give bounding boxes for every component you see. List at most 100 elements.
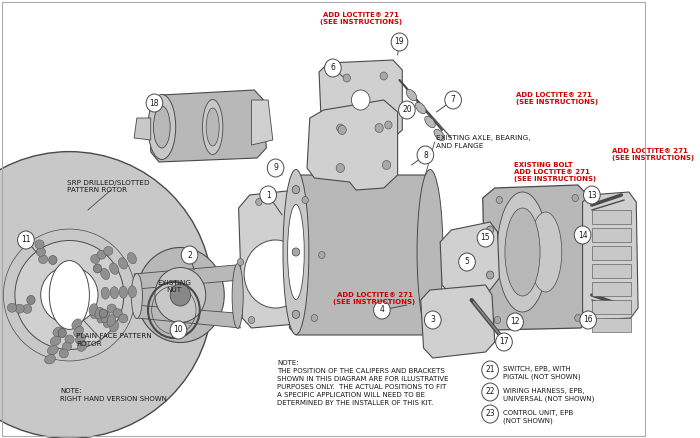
Text: 19: 19	[395, 38, 405, 46]
Ellipse shape	[89, 304, 98, 315]
Text: 15: 15	[481, 233, 490, 243]
Polygon shape	[134, 265, 240, 289]
Circle shape	[391, 33, 408, 51]
Ellipse shape	[0, 152, 213, 438]
Text: 21: 21	[485, 365, 495, 374]
Text: PLAIN FACE PATTERN
ROTOR: PLAIN FACE PATTERN ROTOR	[76, 333, 152, 346]
Circle shape	[482, 361, 498, 379]
Ellipse shape	[292, 186, 300, 194]
Polygon shape	[307, 100, 398, 190]
Ellipse shape	[302, 197, 309, 204]
Polygon shape	[483, 185, 590, 330]
Ellipse shape	[113, 309, 122, 318]
Circle shape	[325, 59, 341, 77]
Ellipse shape	[318, 251, 325, 258]
Ellipse shape	[202, 99, 223, 155]
Ellipse shape	[50, 336, 61, 346]
Ellipse shape	[529, 212, 562, 292]
Text: 2: 2	[187, 251, 192, 259]
Ellipse shape	[382, 160, 391, 170]
Ellipse shape	[65, 335, 74, 344]
Text: ADD LOCTITE® 271
(SEE INSTRUCTIONS): ADD LOCTITE® 271 (SEE INSTRUCTIONS)	[612, 148, 694, 161]
Circle shape	[507, 313, 524, 331]
Circle shape	[584, 186, 600, 204]
Bar	[592, 210, 631, 224]
Polygon shape	[440, 222, 499, 295]
Text: WIRING HARNESS, EPB,
UNIVERSAL (NOT SHOWN): WIRING HARNESS, EPB, UNIVERSAL (NOT SHOW…	[503, 388, 594, 402]
Ellipse shape	[15, 240, 124, 350]
Text: 3: 3	[430, 315, 435, 325]
Ellipse shape	[292, 248, 300, 256]
Polygon shape	[319, 60, 402, 148]
Text: 8: 8	[423, 151, 428, 159]
Ellipse shape	[351, 90, 370, 110]
Ellipse shape	[486, 271, 493, 279]
Ellipse shape	[417, 170, 443, 335]
Circle shape	[18, 231, 34, 249]
Text: 16: 16	[583, 315, 593, 325]
Text: EXISTING
NUT: EXISTING NUT	[157, 280, 191, 293]
Ellipse shape	[494, 317, 500, 324]
Ellipse shape	[53, 327, 64, 336]
Ellipse shape	[109, 263, 118, 274]
Text: NOTE:
RIGHT HAND VERSION SHOWN: NOTE: RIGHT HAND VERSION SHOWN	[60, 388, 167, 402]
Text: 18: 18	[150, 99, 159, 107]
Ellipse shape	[48, 255, 57, 265]
Ellipse shape	[41, 266, 98, 324]
Ellipse shape	[76, 333, 85, 344]
Ellipse shape	[91, 254, 100, 263]
Ellipse shape	[497, 192, 548, 312]
Ellipse shape	[27, 296, 35, 304]
Ellipse shape	[136, 247, 224, 343]
Ellipse shape	[38, 254, 48, 264]
Ellipse shape	[385, 121, 392, 129]
Circle shape	[444, 91, 461, 109]
Text: 12: 12	[510, 318, 520, 326]
Ellipse shape	[292, 311, 300, 318]
Circle shape	[482, 405, 498, 423]
Ellipse shape	[8, 303, 17, 312]
Ellipse shape	[256, 198, 262, 205]
Polygon shape	[134, 305, 240, 328]
Text: 10: 10	[174, 325, 183, 335]
Ellipse shape	[0, 169, 195, 421]
Ellipse shape	[119, 286, 127, 298]
Ellipse shape	[283, 170, 309, 335]
Ellipse shape	[107, 314, 116, 326]
Ellipse shape	[95, 307, 104, 319]
Text: SWITCH, EPB, WITH
PIGTAIL (NOT SHOWN): SWITCH, EPB, WITH PIGTAIL (NOT SHOWN)	[503, 366, 581, 380]
Bar	[592, 318, 631, 332]
Ellipse shape	[128, 286, 136, 298]
Circle shape	[260, 186, 276, 204]
Ellipse shape	[170, 284, 190, 306]
Circle shape	[574, 226, 591, 244]
Ellipse shape	[312, 314, 318, 321]
Text: 22: 22	[485, 388, 495, 396]
Ellipse shape	[59, 349, 69, 358]
Ellipse shape	[206, 108, 219, 146]
Text: EXISTING BOLT
ADD LOCTITE® 271
(SEE INSTRUCTIONS): EXISTING BOLT ADD LOCTITE® 271 (SEE INST…	[514, 162, 596, 183]
Ellipse shape	[292, 248, 300, 256]
Text: 17: 17	[499, 338, 509, 346]
Ellipse shape	[99, 309, 108, 318]
Ellipse shape	[48, 346, 58, 355]
Ellipse shape	[343, 74, 351, 82]
Text: CONTROL UNIT, EPB
(NOT SHOWN): CONTROL UNIT, EPB (NOT SHOWN)	[503, 410, 573, 424]
Ellipse shape	[237, 258, 244, 265]
Ellipse shape	[118, 314, 128, 323]
Circle shape	[267, 159, 284, 177]
Bar	[592, 228, 631, 242]
Ellipse shape	[148, 95, 176, 159]
Ellipse shape	[292, 311, 300, 318]
Polygon shape	[239, 188, 326, 328]
Circle shape	[580, 311, 596, 329]
Ellipse shape	[102, 287, 109, 299]
Ellipse shape	[74, 326, 83, 337]
Ellipse shape	[15, 304, 24, 313]
Text: 11: 11	[21, 236, 31, 244]
Ellipse shape	[93, 264, 102, 273]
Text: ADD LOCTITE® 271
(SEE INSTRUCTIONS): ADD LOCTITE® 271 (SEE INSTRUCTIONS)	[320, 12, 402, 25]
Ellipse shape	[416, 102, 426, 114]
Ellipse shape	[58, 328, 66, 338]
Bar	[592, 300, 631, 314]
